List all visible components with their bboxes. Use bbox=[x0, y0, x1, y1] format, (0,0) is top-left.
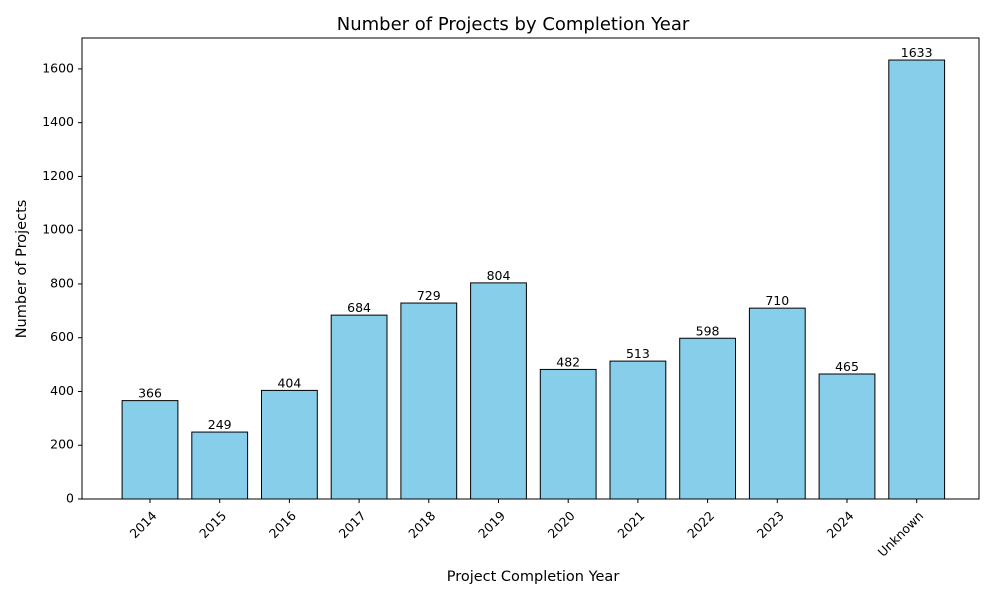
data-label-2019: 804 bbox=[487, 268, 511, 283]
x-tick-label: 2019 bbox=[475, 508, 508, 541]
y-tick-label: 1000 bbox=[42, 222, 74, 237]
bar-2022 bbox=[679, 337, 737, 500]
x-tick-label: 2018 bbox=[405, 508, 438, 541]
bar-2024 bbox=[818, 373, 876, 500]
data-labels-group: 366 249 404 684 729 804 482 513 598 710 465 1633 bbox=[138, 45, 933, 432]
bar-2017 bbox=[330, 314, 388, 500]
x-tick-label: 2015 bbox=[196, 508, 229, 541]
x-axis: 2014 2015 2016 2017 2018 2019 2020 2021 2022 2023… bbox=[126, 499, 926, 560]
bar-2021 bbox=[609, 360, 667, 500]
bar-2015 bbox=[191, 431, 249, 500]
bar-2019 bbox=[470, 282, 527, 500]
y-axis: 0 200 400 600 800 1000 1200 1400 1600 bbox=[42, 60, 82, 506]
x-tick-label: 2016 bbox=[266, 508, 299, 541]
y-tick-label: 800 bbox=[50, 275, 74, 290]
x-tick-label: 2024 bbox=[823, 508, 856, 541]
data-label-2014: 366 bbox=[138, 386, 162, 401]
bar-2014 bbox=[121, 400, 179, 500]
data-label-2015: 249 bbox=[208, 417, 232, 432]
bar-unknown bbox=[888, 59, 946, 500]
data-label-2021: 513 bbox=[626, 346, 650, 361]
y-tick-label: 0 bbox=[66, 491, 74, 506]
y-axis-label: Number of Projects bbox=[14, 200, 30, 339]
y-tick-label: 400 bbox=[50, 383, 74, 398]
bars-group bbox=[121, 59, 946, 500]
x-tick-label: 2022 bbox=[684, 508, 717, 541]
y-tick-label: 1200 bbox=[42, 168, 74, 183]
data-label-2016: 404 bbox=[277, 375, 301, 390]
x-tick-label: 2014 bbox=[126, 508, 159, 541]
y-tick-label: 1600 bbox=[42, 60, 74, 75]
x-tick-label: 2017 bbox=[336, 508, 369, 541]
chart-title: Number of Projects by Completion Year bbox=[337, 14, 690, 35]
bar-2023 bbox=[748, 307, 806, 500]
x-tick-label: 2021 bbox=[614, 508, 647, 541]
data-label-2023: 710 bbox=[765, 293, 789, 308]
data-label-2020: 482 bbox=[556, 354, 580, 369]
x-tick-label: 2020 bbox=[545, 508, 578, 541]
x-tick-label: Unknown bbox=[875, 508, 927, 560]
x-tick-label: 2023 bbox=[754, 508, 787, 541]
x-axis-label: Project Completion Year bbox=[447, 569, 620, 585]
bar-2020 bbox=[539, 368, 597, 500]
plot-frame bbox=[81, 37, 980, 500]
bar-2018 bbox=[400, 302, 458, 500]
data-label-2017: 684 bbox=[347, 300, 371, 315]
data-label-2024: 465 bbox=[835, 359, 859, 374]
data-label-unknown: 1633 bbox=[901, 45, 933, 60]
y-tick-label: 1400 bbox=[42, 114, 74, 129]
y-tick-label: 200 bbox=[50, 437, 74, 452]
bar-2016 bbox=[261, 389, 318, 500]
data-label-2022: 598 bbox=[696, 323, 720, 338]
data-label-2018: 729 bbox=[417, 288, 441, 303]
y-tick-label: 600 bbox=[50, 329, 74, 344]
